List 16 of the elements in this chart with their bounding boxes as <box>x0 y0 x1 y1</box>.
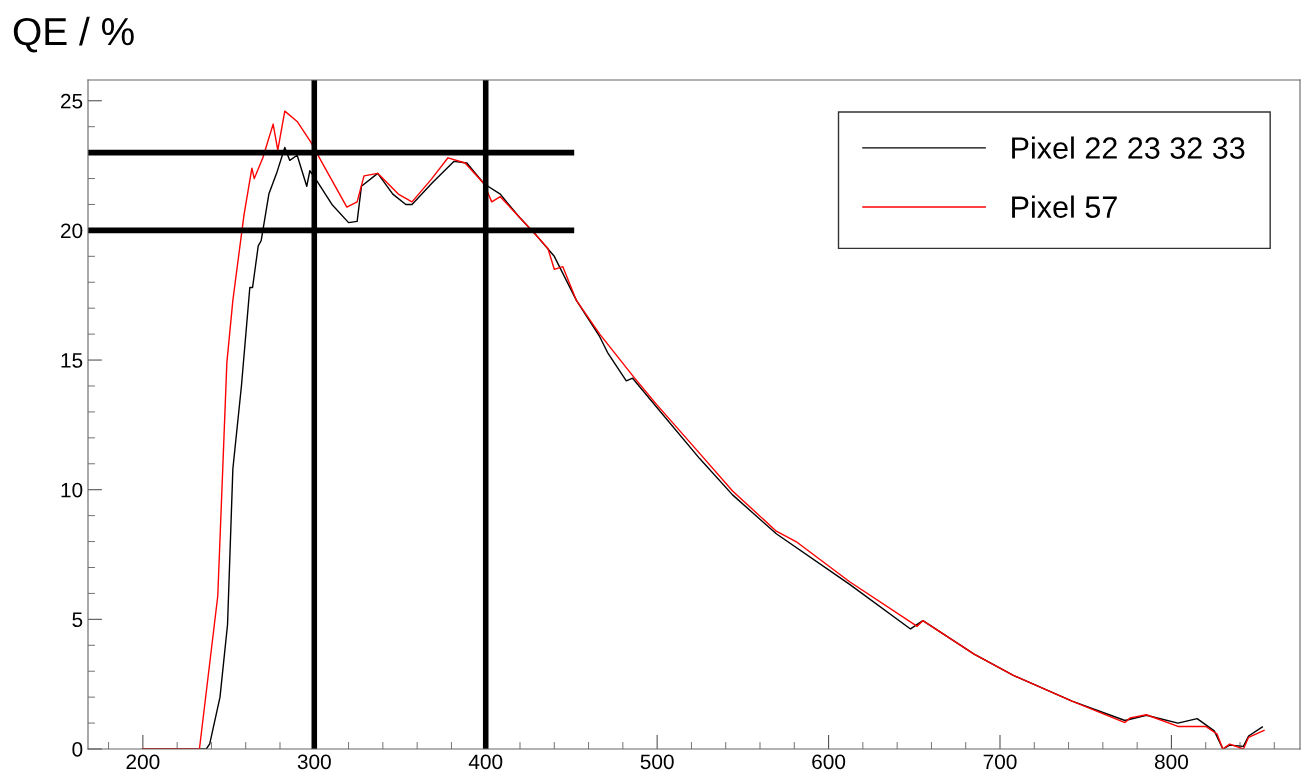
x-tick-label: 300 <box>297 754 331 770</box>
x-tick-label: 700 <box>983 754 1017 770</box>
y-tick-label: 15 <box>61 353 83 368</box>
x-tick-label: 800 <box>1154 754 1188 770</box>
y-tick-label: 25 <box>61 93 83 109</box>
y-tick-label: 20 <box>61 223 83 239</box>
x-tick-label: 200 <box>126 754 160 770</box>
y-axis-title: QE / % <box>13 16 134 53</box>
legend-label: Pixel 22 23 32 33 <box>1012 136 1245 159</box>
x-tick-label: 400 <box>468 754 503 770</box>
x-tick-label: 600 <box>812 754 846 770</box>
y-tick-label: 5 <box>72 612 83 628</box>
y-tick-label: 10 <box>61 482 83 498</box>
y-tick-label: 0 <box>72 742 83 757</box>
x-tick-label: 500 <box>640 754 674 770</box>
legend-label: Pixel 57 <box>1012 195 1117 218</box>
